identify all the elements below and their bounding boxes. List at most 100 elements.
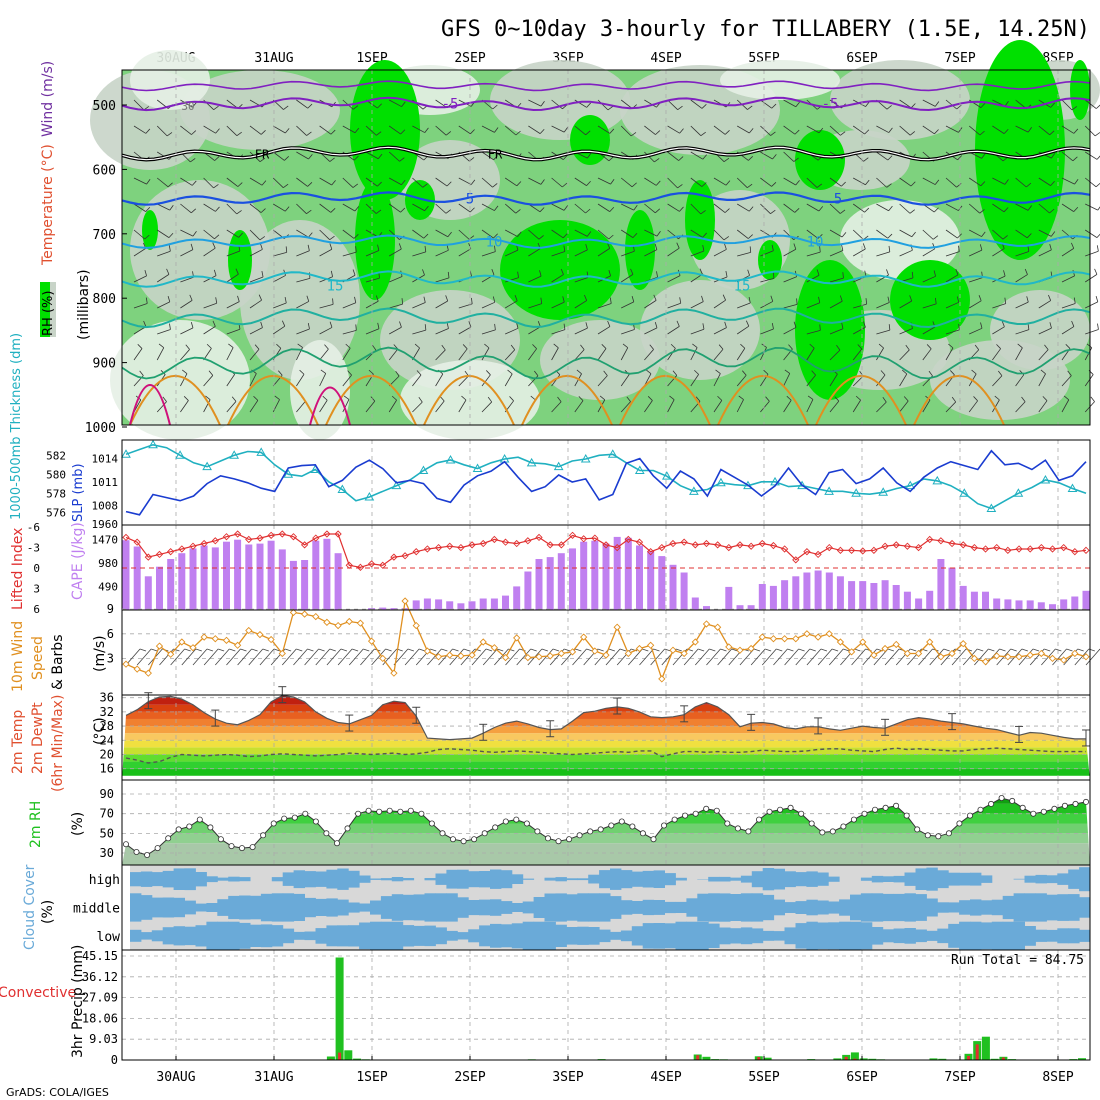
slp-tick-label: 1008 <box>92 499 119 512</box>
wind10m-barb <box>248 648 264 666</box>
contour-minus10 <box>121 80 1091 92</box>
rh-point <box>523 820 530 827</box>
wind-barb <box>934 129 939 135</box>
wind-barb <box>852 375 864 387</box>
wind-barb <box>748 206 754 212</box>
wind10m-barb <box>683 648 699 666</box>
freezing-level-label: FR <box>488 147 503 161</box>
wind10m-barb <box>809 648 816 652</box>
wind-barb <box>644 125 656 135</box>
wind-barb <box>342 177 354 188</box>
rh-point <box>428 820 435 827</box>
wind-barb <box>551 401 562 413</box>
wind-barb <box>863 321 866 328</box>
lifted-index-point <box>434 543 443 552</box>
wind-barb <box>956 183 962 188</box>
rh-point <box>819 829 826 836</box>
wind-barb <box>283 183 289 189</box>
wind-barb <box>1084 99 1097 109</box>
wind10m-barb <box>304 648 319 666</box>
wind-barb <box>676 242 680 249</box>
wind-barb <box>979 244 983 251</box>
wind-barb <box>528 348 537 361</box>
wind-barb <box>887 296 890 303</box>
thickness-point <box>716 477 726 487</box>
wind-barb <box>491 269 495 275</box>
rh-point <box>808 820 815 827</box>
cape-bar <box>691 597 699 610</box>
cloud-cell <box>184 926 196 946</box>
lifted-index-point <box>513 539 521 548</box>
wind-barb <box>620 347 629 361</box>
wind-barb <box>213 184 219 189</box>
wind-speed-point <box>914 649 923 658</box>
wind-barb <box>145 206 151 212</box>
cloud-cell <box>719 927 731 945</box>
wind-barb <box>504 177 518 187</box>
wind-barb <box>736 375 747 387</box>
wind-barb <box>586 231 592 237</box>
wind-barb <box>620 177 633 188</box>
cloud-cell <box>653 923 665 949</box>
wind-barb <box>156 125 168 137</box>
cloud-cell <box>130 893 142 922</box>
rh-legend-swatch <box>40 282 50 337</box>
wind-barb <box>206 343 212 349</box>
wind10m-barb <box>125 648 141 666</box>
wind-barb <box>865 179 870 186</box>
cape-axis-label: CAPE (J/kg) <box>70 522 86 600</box>
wind-speed-point <box>334 621 342 630</box>
wind-barb <box>422 269 425 276</box>
wind-barb <box>375 209 382 214</box>
wind-barb <box>644 300 657 309</box>
cloud-cell <box>719 893 731 922</box>
cloud-cell <box>479 871 491 888</box>
rh-region <box>490 60 630 140</box>
wind-barb <box>296 125 307 136</box>
temp-band <box>122 754 1090 762</box>
wind-barb <box>1094 268 1098 275</box>
wind-barb <box>715 369 721 374</box>
wind-barb <box>481 151 494 161</box>
lifted-index-point <box>914 543 923 552</box>
wind-barb <box>969 277 983 283</box>
wind-barb <box>865 101 870 107</box>
cloud-cell <box>533 897 545 918</box>
wind-barb <box>806 251 821 257</box>
rh-point <box>513 816 520 823</box>
wind-barb <box>470 179 476 185</box>
wind-barb <box>296 250 310 257</box>
wind-barb <box>133 303 148 309</box>
wind-barb <box>806 177 818 188</box>
cloud-cell <box>424 893 436 922</box>
wind10m-barb <box>139 648 147 652</box>
wind-barb <box>562 182 568 188</box>
wind-barb <box>226 347 234 361</box>
wind-barb <box>296 177 308 187</box>
lifted-tick-label: 3 <box>33 582 40 595</box>
wind-barb <box>146 179 151 185</box>
wind-barb <box>1015 301 1029 309</box>
top-date-label: 6SEP <box>846 51 877 66</box>
wind-barb <box>308 154 313 160</box>
wind-barb <box>992 348 1001 361</box>
rh-moist-region <box>570 115 610 165</box>
wind10m-barb <box>262 648 269 652</box>
wind-barb <box>226 328 241 335</box>
cloud-cell <box>871 875 884 883</box>
cape-bar <box>1082 590 1090 611</box>
cape-bar <box>423 598 431 610</box>
wind-barb <box>841 322 844 329</box>
cloud-cell <box>784 927 796 945</box>
cape-bar <box>624 537 632 610</box>
lifted-index-point <box>870 546 878 554</box>
wind-barb <box>133 125 147 134</box>
lifted-index-point <box>557 541 565 549</box>
wind-barb <box>226 250 241 257</box>
wind-barb <box>888 245 891 252</box>
wind-barb <box>736 177 748 189</box>
lifted-index-point <box>937 537 945 545</box>
wind-barb <box>539 270 542 277</box>
cloud-cell <box>1068 869 1080 889</box>
cloud-cell <box>686 898 698 917</box>
